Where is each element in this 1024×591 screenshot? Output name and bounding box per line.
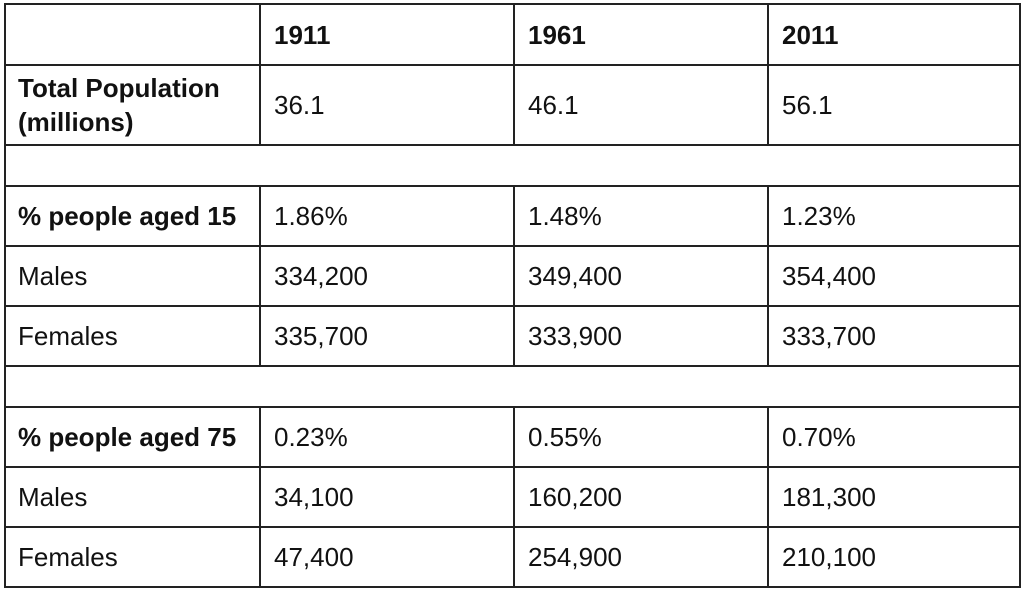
table-cell: 160,200	[513, 466, 769, 528]
aged-15-label: % people aged 15	[4, 185, 261, 247]
total-population-label: Total Population (millions)	[4, 64, 261, 146]
aged-15-males-row: Males 334,200 349,400 354,400	[4, 245, 1021, 307]
table-cell: 56.1	[767, 64, 1021, 146]
aged-75-females-row: Females 47,400 254,900 210,100	[4, 526, 1021, 588]
header-row: 1911 1961 2011	[4, 3, 1021, 66]
table-cell: 36.1	[259, 64, 515, 146]
table-cell: 1.48%	[513, 185, 769, 247]
table-cell: 334,200	[259, 245, 515, 307]
males-label: Males	[4, 245, 261, 307]
header-year-2011: 2011	[767, 3, 1021, 66]
table-cell: 333,700	[767, 305, 1021, 367]
table-cell: 333,900	[513, 305, 769, 367]
table-cell: 354,400	[767, 245, 1021, 307]
table-cell: 181,300	[767, 466, 1021, 528]
spacer-row	[4, 365, 1021, 408]
aged-15-females-row: Females 335,700 333,900 333,700	[4, 305, 1021, 367]
table-cell: 0.23%	[259, 406, 515, 468]
table-cell: 210,100	[767, 526, 1021, 588]
header-year-1961: 1961	[513, 3, 769, 66]
aged-15-percent-row: % people aged 15 1.86% 1.48% 1.23%	[4, 185, 1021, 247]
table-cell: 1.86%	[259, 185, 515, 247]
aged-75-label: % people aged 75	[4, 406, 261, 468]
aged-75-males-row: Males 34,100 160,200 181,300	[4, 466, 1021, 528]
table-cell: 349,400	[513, 245, 769, 307]
table-cell: 335,700	[259, 305, 515, 367]
table-cell: 34,100	[259, 466, 515, 528]
females-label: Females	[4, 526, 261, 588]
males-label: Males	[4, 466, 261, 528]
header-year-1911: 1911	[259, 3, 515, 66]
population-table: 1911 1961 2011 Total Population (million…	[4, 3, 1021, 588]
females-label: Females	[4, 305, 261, 367]
table-cell: 254,900	[513, 526, 769, 588]
header-corner-cell	[4, 3, 261, 66]
spacer-cell	[4, 144, 1021, 187]
spacer-cell	[4, 365, 1021, 408]
table-cell: 1.23%	[767, 185, 1021, 247]
table-cell: 47,400	[259, 526, 515, 588]
spacer-row	[4, 144, 1021, 187]
table-cell: 0.55%	[513, 406, 769, 468]
total-population-row: Total Population (millions) 36.1 46.1 56…	[4, 64, 1021, 146]
aged-75-percent-row: % people aged 75 0.23% 0.55% 0.70%	[4, 406, 1021, 468]
table-cell: 46.1	[513, 64, 769, 146]
table-cell: 0.70%	[767, 406, 1021, 468]
